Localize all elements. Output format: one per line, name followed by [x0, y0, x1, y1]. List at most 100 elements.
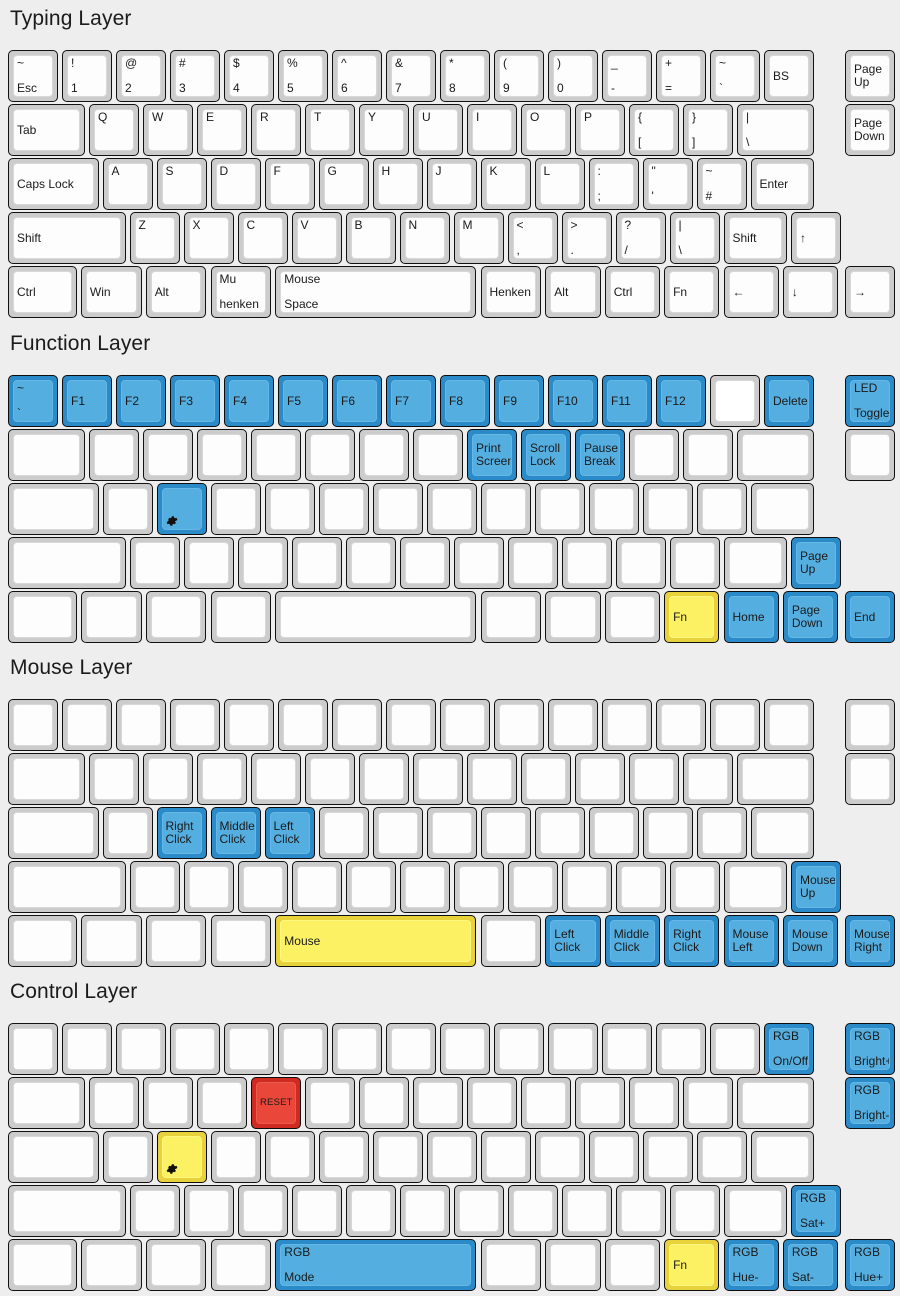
key-z[interactable]: Z	[129, 212, 180, 264]
key-blank[interactable]	[440, 1023, 490, 1075]
key-blank[interactable]	[696, 483, 747, 535]
key-mouse-right[interactable]: Mouse Right	[845, 915, 895, 967]
key-blank[interactable]	[696, 1131, 747, 1183]
key-shift[interactable]: Shift	[723, 212, 787, 264]
key-blank[interactable]	[116, 1023, 166, 1075]
key-tab[interactable]: Tab	[8, 104, 85, 156]
key-blank[interactable]	[453, 537, 504, 589]
key-blank[interactable]	[548, 1023, 598, 1075]
key-blank[interactable]	[480, 807, 531, 859]
key-blank[interactable]	[604, 591, 661, 643]
key-home[interactable]: Home	[723, 591, 779, 643]
key-blank[interactable]	[467, 753, 517, 805]
key-blank[interactable]	[399, 861, 450, 913]
key-end[interactable]: End	[845, 591, 895, 643]
key-middle-click[interactable]: Middle Click	[604, 915, 661, 967]
key-i[interactable]: I	[467, 104, 517, 156]
key-j[interactable]: J	[426, 158, 477, 210]
key-blank[interactable]: {[	[629, 104, 679, 156]
key-blank[interactable]: _ -	[602, 50, 652, 102]
key-blank[interactable]	[102, 483, 153, 535]
key-blank[interactable]	[224, 1023, 274, 1075]
key-6[interactable]: ^ 6	[332, 50, 382, 102]
key-a[interactable]: A	[102, 158, 153, 210]
key-blank[interactable]	[129, 537, 180, 589]
key-blank[interactable]	[683, 753, 733, 805]
key-blank[interactable]	[426, 1131, 477, 1183]
key-blank[interactable]	[8, 1185, 126, 1237]
key-henken[interactable]: Henken	[480, 266, 542, 318]
key-blank[interactable]	[62, 699, 112, 751]
key-alt[interactable]: Alt	[145, 266, 207, 318]
key-blank[interactable]	[183, 1185, 234, 1237]
key-bs[interactable]: BS	[764, 50, 814, 102]
key-blank[interactable]	[291, 1185, 342, 1237]
key-left-click[interactable]: Left Click	[545, 915, 601, 967]
key-f[interactable]: F	[264, 158, 315, 210]
key-blank[interactable]	[548, 699, 598, 751]
key-blank[interactable]	[669, 861, 720, 913]
key-blank[interactable]	[507, 861, 558, 913]
key-f11[interactable]: F11	[602, 375, 652, 427]
key-blank[interactable]	[278, 1023, 328, 1075]
key-m[interactable]: M	[453, 212, 504, 264]
key-rgb-hue[interactable]: RGB Hue-	[723, 1239, 779, 1291]
key-blank[interactable]	[8, 537, 126, 589]
key-blank[interactable]	[534, 1131, 585, 1183]
key-blank[interactable]	[318, 483, 369, 535]
key-blank[interactable]	[642, 1131, 693, 1183]
key-enter[interactable]: Enter	[750, 158, 814, 210]
key-caps-lock[interactable]: Caps Lock	[8, 158, 99, 210]
key-8[interactable]: * 8	[440, 50, 490, 102]
key-blank[interactable]	[413, 753, 463, 805]
key-blank[interactable]	[737, 429, 814, 481]
key-mouse-up[interactable]: Mouse Up	[791, 861, 841, 913]
key-rgb-bright[interactable]: RGB Bright+	[845, 1023, 895, 1075]
key-blank[interactable]: " '	[642, 158, 693, 210]
key-blank[interactable]: ~ `	[8, 375, 58, 427]
key-mouse-down[interactable]: Mouse Down	[782, 915, 839, 967]
key-ctrl[interactable]: Ctrl	[8, 266, 77, 318]
key-blank[interactable]	[764, 699, 814, 751]
key-blank[interactable]	[8, 753, 85, 805]
key-blank[interactable]	[80, 591, 142, 643]
key-blank[interactable]: :;	[588, 158, 639, 210]
key-f5[interactable]: F5	[278, 375, 328, 427]
key-blank[interactable]	[8, 1239, 77, 1291]
key-blank[interactable]	[521, 753, 571, 805]
key-led-toggle[interactable]: LED Toggle	[845, 375, 895, 427]
key-mu-henken[interactable]: Mu henken	[210, 266, 272, 318]
key-blank[interactable]: ↑	[791, 212, 841, 264]
key-blank[interactable]	[588, 1131, 639, 1183]
key-blank[interactable]	[561, 537, 612, 589]
key-blank[interactable]	[8, 483, 99, 535]
key-blank[interactable]	[642, 807, 693, 859]
key-4[interactable]: $4	[224, 50, 274, 102]
key-blank[interactable]	[602, 699, 652, 751]
key-pause-break[interactable]: Pause Break	[575, 429, 625, 481]
key-f2[interactable]: F2	[116, 375, 166, 427]
key-blank[interactable]	[845, 429, 895, 481]
key-blank[interactable]	[507, 1185, 558, 1237]
key-blank[interactable]	[275, 591, 477, 643]
key-q[interactable]: Q	[89, 104, 139, 156]
key-mouse[interactable]: Mouse	[275, 915, 477, 967]
key-blank[interactable]	[305, 429, 355, 481]
key-blank[interactable]	[845, 753, 895, 805]
key-blank[interactable]	[197, 1077, 247, 1129]
key-blank[interactable]	[467, 1077, 517, 1129]
key-blank[interactable]	[143, 1077, 193, 1129]
key-blank[interactable]	[386, 1023, 436, 1075]
key-blank[interactable]	[480, 1239, 542, 1291]
key-blank[interactable]	[453, 1185, 504, 1237]
key-blank[interactable]	[413, 1077, 463, 1129]
key-blank[interactable]	[237, 537, 288, 589]
key-blank[interactable]	[345, 537, 396, 589]
key-blank[interactable]	[696, 807, 747, 859]
key-mouse-space[interactable]: Mouse Space	[275, 266, 477, 318]
key-print-screen[interactable]: Print Screen	[467, 429, 517, 481]
key-fn[interactable]: Fn	[664, 1239, 720, 1291]
key-blank[interactable]	[116, 699, 166, 751]
key-blank[interactable]	[737, 753, 814, 805]
key-f1[interactable]: F1	[62, 375, 112, 427]
